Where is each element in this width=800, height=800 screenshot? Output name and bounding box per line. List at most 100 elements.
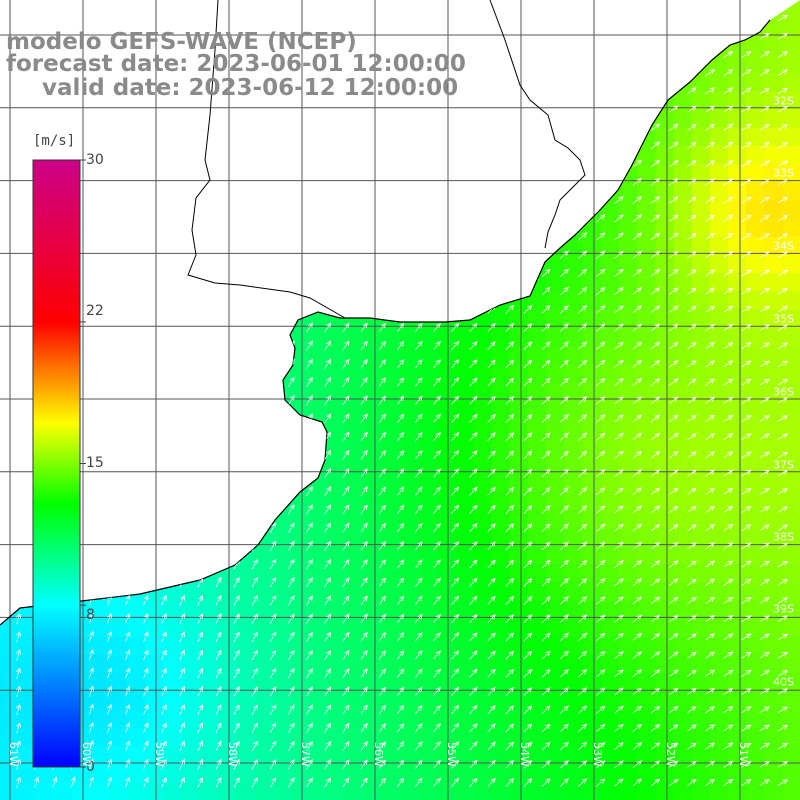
wind-speed-cell [200, 655, 219, 674]
wind-arrow [741, 196, 752, 204]
wind-speed-cell [637, 527, 656, 547]
wind-speed-cell [709, 564, 729, 583]
wind-speed-cell [746, 382, 765, 401]
wind-arrow [269, 686, 277, 697]
wind-arrow [251, 722, 258, 733]
wind-arrow [197, 776, 203, 788]
wind-speed-cell [764, 473, 784, 492]
wind-speed-cell [418, 582, 438, 602]
wind-speed-cell [509, 309, 529, 329]
wind-speed-cell [254, 655, 274, 674]
wind-arrow [233, 594, 240, 606]
wind-speed-cell [655, 782, 674, 800]
wind-arrow [106, 631, 112, 643]
wind-arrow [306, 358, 313, 369]
wind-speed-cell [273, 582, 292, 602]
wind-arrow [342, 668, 350, 679]
wind-arrow [233, 758, 240, 770]
wind-speed-cell [527, 564, 547, 583]
wind-arrow [432, 395, 441, 405]
wind-arrow [559, 577, 569, 587]
wind-arrow [360, 358, 368, 369]
wind-speed-cell [527, 418, 547, 438]
wind-speed-cell [746, 509, 765, 529]
wind-speed-cell [673, 473, 693, 492]
wind-speed-cell [254, 764, 274, 784]
wind-speed-cell [746, 163, 765, 183]
wind-speed-cell [728, 145, 747, 165]
wind-arrow [759, 579, 770, 586]
wind-speed-cell [655, 327, 674, 347]
wind-speed-cell [491, 637, 511, 656]
wind-arrow [723, 323, 734, 332]
wind-arrow [668, 487, 679, 496]
wind-arrow [342, 340, 350, 351]
wind-arrow [451, 759, 460, 769]
wind-speed-cell [764, 127, 784, 147]
wind-arrow [632, 523, 643, 532]
wind-arrow [541, 395, 551, 405]
wind-arrow [360, 704, 368, 715]
wind-arrow [106, 649, 112, 661]
wind-arrow [487, 777, 496, 787]
wind-speed-cell [764, 436, 784, 456]
wind-speed-cell [782, 72, 800, 92]
wind-arrow [632, 560, 643, 569]
wind-arrow [414, 741, 423, 751]
wind-speed-cell [564, 582, 583, 602]
wind-speed-cell [236, 691, 256, 711]
wind-arrow [451, 413, 460, 424]
wind-arrow [487, 741, 496, 751]
wind-arrow [469, 322, 478, 332]
wind-arrow [342, 631, 350, 642]
wind-speed-cell [455, 491, 474, 511]
wind-arrow [396, 777, 405, 788]
wind-speed-cell [764, 309, 784, 329]
wind-arrow [342, 686, 350, 697]
wind-arrow [723, 287, 734, 295]
wind-speed-cell [673, 273, 693, 292]
wind-arrow [324, 395, 332, 406]
wind-arrow [505, 468, 515, 478]
wind-speed-cell [746, 109, 765, 128]
wind-speed-cell [236, 637, 256, 656]
wind-speed-cell [127, 764, 147, 784]
wind-speed-cell [400, 382, 420, 401]
wind-arrow [741, 742, 752, 750]
wind-arrow [523, 523, 533, 532]
wind-arrow [759, 160, 770, 168]
wind-speed-cell [600, 254, 620, 274]
wind-speed-cell [309, 382, 329, 401]
wind-speed-cell [236, 618, 256, 638]
wind-speed-cell [546, 254, 565, 274]
wind-speed-cell [600, 618, 620, 638]
wind-speed-cell [455, 764, 474, 784]
wind-speed-cell [291, 746, 310, 765]
wind-speed-cell [709, 546, 729, 565]
wind-arrow [487, 632, 496, 642]
wind-speed-cell [673, 200, 693, 219]
wind-speed-cell [182, 600, 201, 620]
wind-speed-cell [491, 764, 511, 784]
wind-arrow [505, 614, 515, 624]
wind-arrow [650, 633, 661, 641]
wind-speed-cell [709, 637, 729, 656]
wind-speed-cell [418, 509, 438, 529]
wind-speed-cell [728, 637, 747, 656]
wind-speed-cell [637, 163, 656, 183]
wind-arrow [559, 778, 569, 787]
wind-speed-cell [509, 600, 529, 620]
wind-arrow [378, 322, 387, 333]
wind-arrow [432, 686, 441, 697]
wind-arrow [686, 451, 697, 459]
wind-speed-cell [746, 72, 765, 92]
wind-arrow [596, 560, 606, 569]
wind-speed-cell [564, 746, 583, 765]
wind-speed-cell [691, 655, 711, 674]
wind-speed-cell [691, 291, 711, 310]
wind-arrow [777, 142, 789, 149]
wind-arrow [451, 723, 460, 733]
wind-arrow [505, 632, 515, 642]
wind-speed-cell [618, 491, 638, 511]
wind-arrow [523, 741, 533, 751]
